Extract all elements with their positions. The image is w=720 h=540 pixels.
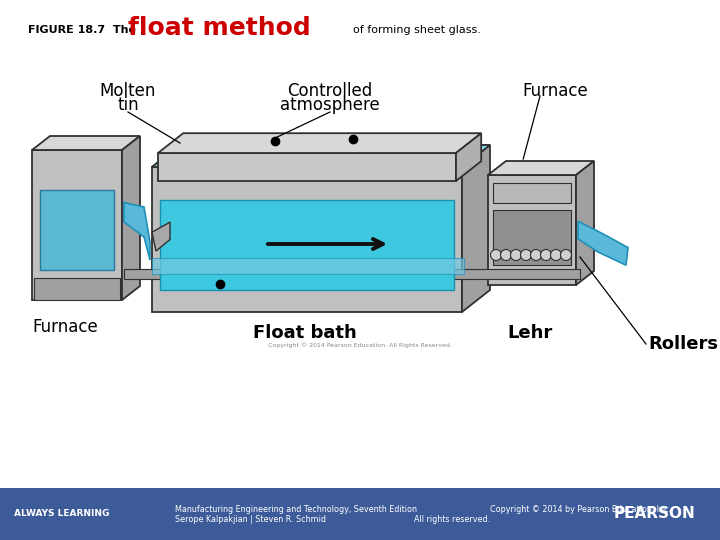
Text: atmosphere: atmosphere xyxy=(280,96,380,114)
Text: tin: tin xyxy=(117,96,139,114)
Bar xyxy=(34,278,120,300)
Polygon shape xyxy=(456,133,481,181)
Text: Molten: Molten xyxy=(100,82,156,100)
Text: Copyright © 2014 Pearson Education. All Rights Reserved.: Copyright © 2014 Pearson Education. All … xyxy=(268,342,452,348)
Bar xyxy=(488,175,576,285)
Polygon shape xyxy=(488,161,594,175)
Text: Copyright © 2014 by Pearson Education, Inc.: Copyright © 2014 by Pearson Education, I… xyxy=(490,505,671,515)
Polygon shape xyxy=(152,222,170,251)
Bar xyxy=(32,150,122,300)
Polygon shape xyxy=(152,145,490,167)
Bar xyxy=(152,258,464,274)
Text: Serope Kalpakjian | Steven R. Schmid: Serope Kalpakjian | Steven R. Schmid xyxy=(175,516,326,524)
Circle shape xyxy=(531,249,541,260)
Circle shape xyxy=(510,249,521,260)
Circle shape xyxy=(551,249,562,260)
Polygon shape xyxy=(158,133,481,153)
Circle shape xyxy=(541,249,552,260)
Polygon shape xyxy=(124,202,150,260)
Text: of forming sheet glass.: of forming sheet glass. xyxy=(346,25,481,35)
Text: Furnace: Furnace xyxy=(522,82,588,100)
Polygon shape xyxy=(462,145,490,312)
Polygon shape xyxy=(152,145,490,167)
Text: PEARSON: PEARSON xyxy=(613,507,695,522)
Polygon shape xyxy=(578,221,628,265)
Polygon shape xyxy=(576,161,594,285)
Text: All rights reserved.: All rights reserved. xyxy=(414,516,490,524)
Bar xyxy=(152,167,462,312)
Polygon shape xyxy=(122,136,140,300)
Text: Lehr: Lehr xyxy=(508,324,553,342)
Text: Controlled: Controlled xyxy=(287,82,373,100)
Bar xyxy=(158,153,456,181)
Bar xyxy=(0,488,720,540)
Text: Manufacturing Engineering and Technology, Seventh Edition: Manufacturing Engineering and Technology… xyxy=(175,505,417,515)
Text: Furnace: Furnace xyxy=(32,318,98,336)
Polygon shape xyxy=(32,136,140,150)
Text: ALWAYS LEARNING: ALWAYS LEARNING xyxy=(14,510,109,518)
Bar xyxy=(160,200,454,290)
Bar xyxy=(493,183,571,203)
Text: float method: float method xyxy=(128,16,311,40)
Text: Rollers: Rollers xyxy=(648,335,718,353)
Circle shape xyxy=(521,249,531,260)
Bar xyxy=(493,210,571,265)
Circle shape xyxy=(500,249,511,260)
Text: Float bath: Float bath xyxy=(253,324,357,342)
Bar xyxy=(40,190,114,270)
Circle shape xyxy=(490,249,502,260)
Text: FIGURE 18.7  The: FIGURE 18.7 The xyxy=(28,25,140,35)
Bar xyxy=(124,269,580,279)
Circle shape xyxy=(560,249,572,260)
